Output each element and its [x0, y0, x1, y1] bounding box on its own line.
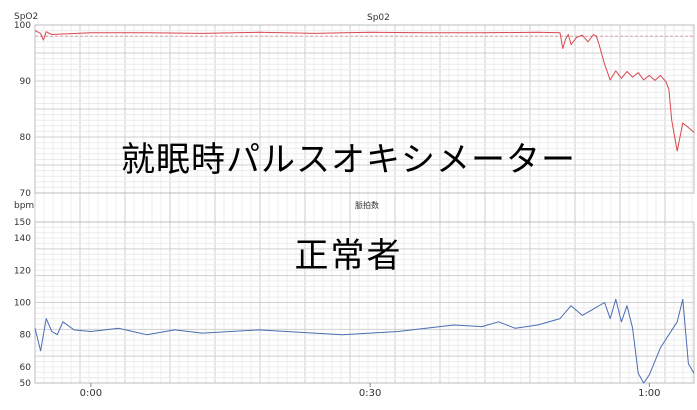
pulse-plot-frame [34, 221, 695, 384]
pulse-y-axis: 50 60 80 100 120 140 150 [14, 218, 31, 389]
pulse-y-tick-label: 50 [20, 379, 32, 389]
pulse-unit-label: bpm [14, 201, 34, 211]
pulse-panel: bpm 脈拍数 50 60 80 100 120 140 150 0:00 0:30 1:00 [14, 200, 695, 399]
spo2-y-tick-label: 100 [14, 21, 31, 31]
time-tick-label: 0:30 [359, 388, 381, 399]
pulse-y-tick-label: 120 [14, 266, 31, 276]
pulse-y-tick-label: 60 [20, 363, 32, 373]
grid [34, 24, 695, 384]
pulse-y-tick-label: 80 [20, 331, 32, 341]
spo2-y-tick-label: 70 [20, 189, 32, 199]
pulse-series-line [34, 298, 695, 384]
pulse-y-tick-label: 140 [14, 234, 31, 244]
spo2-y-tick-label: 80 [20, 133, 32, 143]
time-tick-label: 1:00 [638, 388, 660, 399]
pulse-series [34, 298, 695, 384]
spo2-series [34, 30, 695, 152]
pulse-y-tick-label: 150 [14, 218, 31, 228]
spo2-unit-label: SpO2 [14, 12, 38, 22]
time-axis: 0:00 0:30 1:00 [80, 383, 661, 399]
spo2-y-tick-label: 90 [20, 77, 32, 87]
time-tick-label: 0:00 [80, 388, 102, 399]
overlay-subtitle: 正常者 [294, 236, 403, 276]
pulse-y-tick-label: 100 [14, 299, 31, 309]
spo2-chart-title: Sp02 [367, 13, 390, 23]
pulse-chart-title: 脈拍数 [355, 200, 379, 210]
overlay-title: 就眠時パルスオキシメーター [121, 140, 576, 180]
spo2-series-line [34, 30, 695, 152]
spo2-plot-frame [34, 24, 695, 194]
spo2-panel: SpO2 Sp02 70 80 90 100 [14, 12, 695, 199]
spo2-y-axis: 70 80 90 100 [14, 21, 31, 199]
